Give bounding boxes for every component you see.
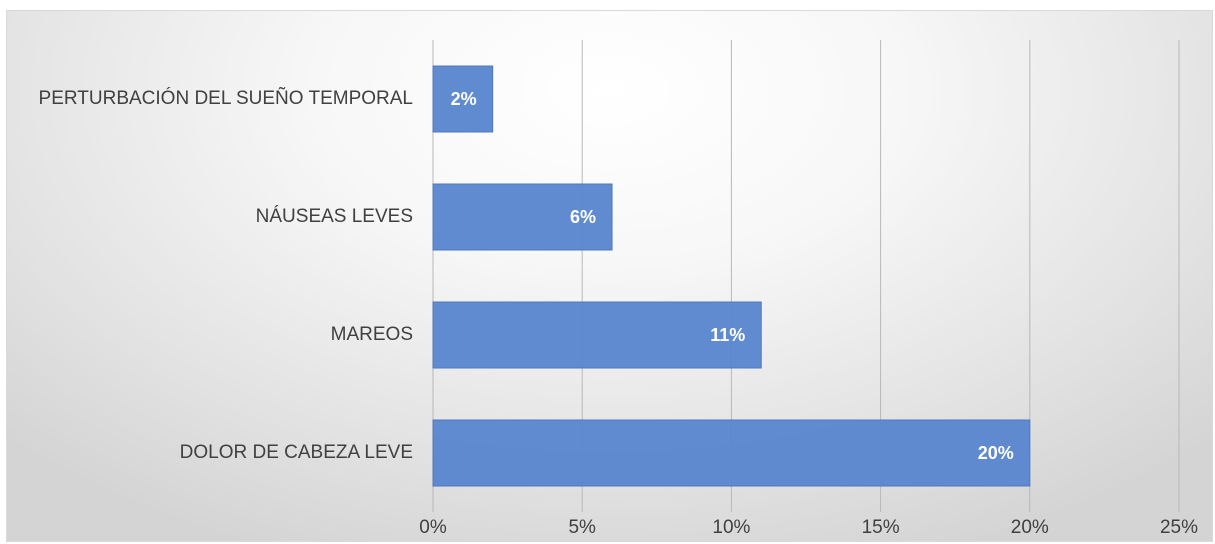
x-tick-label: 20% [1011, 517, 1049, 538]
bar [432, 419, 1031, 487]
x-tick-label: 5% [568, 517, 596, 538]
data-label: 11% [710, 325, 745, 345]
bar [432, 183, 613, 251]
bar [432, 65, 494, 133]
category-label: MAREOS [331, 324, 413, 345]
x-tick-label: 10% [712, 517, 750, 538]
category-label: PERTURBACIÓN DEL SUEÑO TEMPORAL [39, 87, 413, 109]
data-label: 2% [451, 89, 477, 109]
data-label: 6% [570, 207, 596, 227]
bars [432, 65, 1031, 487]
x-tick-label: 0% [419, 517, 447, 538]
data-label: 20% [978, 443, 1014, 463]
labels: 0% 5% 10% 15% 20% 25% 2% PERTURBACIÓN DEL SUEÑO… [39, 87, 1199, 538]
x-tick-label: 15% [862, 517, 900, 538]
category-label: DOLOR DE CABEZA LEVE [180, 442, 413, 463]
bar [432, 301, 762, 369]
x-tick-label: 25% [1160, 517, 1198, 538]
category-label: NÁUSEAS LEVES [256, 206, 413, 227]
